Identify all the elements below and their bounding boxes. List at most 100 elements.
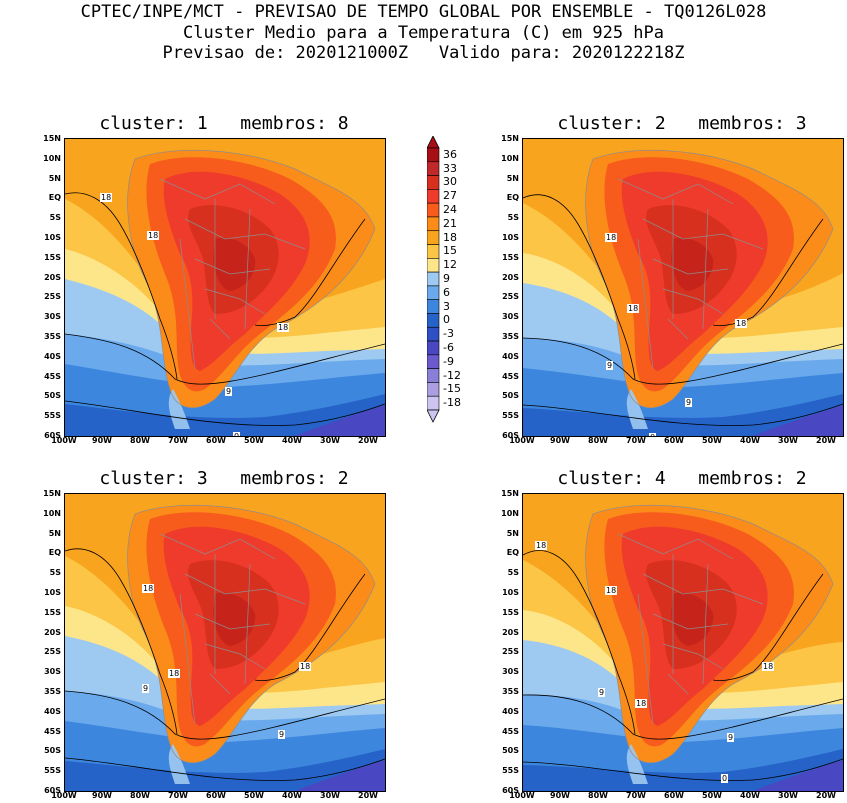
lon-tick-label: 50W bbox=[702, 436, 722, 445]
colorbar-swatch bbox=[426, 340, 440, 356]
lat-tick-label: 50S bbox=[502, 391, 519, 401]
lat-tick-label: 35S bbox=[502, 687, 519, 696]
lat-tick-label: 15S bbox=[502, 252, 519, 262]
lat-tick-label: 15N bbox=[501, 134, 519, 143]
colorbar-label: -12 bbox=[443, 368, 461, 382]
contour-label: 18 bbox=[605, 233, 618, 242]
lon-tick-label: 50W bbox=[244, 436, 264, 445]
contour-label: 18 bbox=[535, 541, 548, 550]
lat-tick-label: 35S bbox=[44, 687, 61, 696]
lat-tick-label: 10S bbox=[502, 588, 519, 597]
lon-tick-label: 60W bbox=[206, 791, 226, 800]
colorbar-label: 36 bbox=[443, 147, 457, 161]
colorbar-label: 15 bbox=[443, 244, 457, 258]
lat-tick-label: 5S bbox=[507, 213, 519, 223]
lon-tick-label: 70W bbox=[168, 791, 188, 800]
colorbar-swatch bbox=[426, 313, 440, 328]
lat-tick-label: 15S bbox=[502, 607, 519, 617]
header-line-1: CPTEC/INPE/MCT - PREVISAO DE TEMPO GLOBA… bbox=[80, 2, 767, 22]
lon-tick-label: 40W bbox=[740, 436, 760, 445]
lat-tick-label: 5N bbox=[48, 173, 61, 183]
lon-tick-label: 60W bbox=[664, 436, 684, 445]
lon-tick-label: 30W bbox=[320, 791, 340, 800]
lat-tick-label: 20S bbox=[502, 272, 519, 282]
lat-tick-label: EQ bbox=[48, 193, 61, 203]
colorbar-swatch bbox=[426, 189, 440, 204]
lat-tick-label: 10N bbox=[501, 508, 519, 518]
header-line-3: Previsao de: 2020121000Z Valido para: 20… bbox=[162, 43, 685, 63]
colorbar-label: 3 bbox=[443, 299, 450, 313]
colorbar-swatch bbox=[426, 258, 440, 273]
lon-tick-label: 90W bbox=[92, 791, 112, 800]
lat-tick-label: 55S bbox=[44, 411, 61, 421]
colorbar-svg bbox=[426, 135, 440, 423]
lat-tick-label: 55S bbox=[502, 766, 519, 776]
lon-tick-label: 70W bbox=[168, 436, 188, 445]
lat-tick-label: 20S bbox=[44, 627, 61, 637]
lat-tick-label: 15N bbox=[43, 489, 61, 498]
lon-tick-label: 20W bbox=[816, 436, 836, 445]
lon-tick-label: 30W bbox=[778, 436, 798, 445]
lat-tick-label: 25S bbox=[502, 292, 519, 302]
lat-tick-label: 35S bbox=[502, 332, 519, 341]
lon-tick-label: 100W bbox=[51, 791, 77, 800]
panel-title-2: cluster: 2 membros: 3 bbox=[557, 113, 807, 134]
lon-tick-label: 70W bbox=[626, 791, 646, 800]
lat-tick-label: 60S bbox=[44, 786, 61, 795]
lat-tick-label: 60S bbox=[502, 786, 519, 795]
lat-tick-label: 5N bbox=[48, 528, 61, 538]
lon-tick-label: 60W bbox=[206, 436, 226, 445]
colorbar-swatch bbox=[426, 244, 440, 259]
lat-tick-label: 30S bbox=[502, 667, 519, 677]
colorbar-label: -9 bbox=[443, 354, 454, 368]
colorbar-swatch bbox=[426, 382, 440, 397]
lon-tick-label: 20W bbox=[816, 791, 836, 800]
colorbar-label: 6 bbox=[443, 285, 450, 299]
lat-tick-label: 30S bbox=[502, 312, 519, 322]
contour-label: 9 bbox=[727, 733, 735, 742]
contour-label: 0 bbox=[233, 432, 241, 436]
colorbar-swatch bbox=[426, 175, 440, 190]
lat-tick-label: 25S bbox=[44, 292, 61, 302]
panel-title-1: cluster: 1 membros: 8 bbox=[99, 113, 349, 134]
lat-tick-label: 40S bbox=[44, 351, 61, 361]
temperature-field bbox=[523, 139, 843, 436]
lat-tick-label: 60S bbox=[44, 431, 61, 440]
lon-tick-label: 90W bbox=[550, 791, 570, 800]
lon-tick-label: 70W bbox=[626, 436, 646, 445]
colorbar-swatch bbox=[426, 285, 440, 300]
lon-tick-label: 80W bbox=[588, 791, 608, 800]
contour-label: 9 bbox=[142, 684, 150, 693]
map-panel-4: 18 18 18 18 9 9 0 bbox=[522, 493, 844, 792]
lat-tick-label: 45S bbox=[502, 726, 519, 736]
contour-label: 18 bbox=[142, 584, 155, 593]
colorbar-swatch bbox=[426, 230, 440, 245]
lat-tick-label: 15S bbox=[44, 607, 61, 617]
lat-tick-label: 50S bbox=[44, 746, 61, 756]
colorbar-swatch bbox=[426, 271, 440, 287]
contour-label: 9 bbox=[606, 361, 614, 370]
colorbar-label: 27 bbox=[443, 189, 457, 203]
lat-tick-label: 20S bbox=[44, 272, 61, 282]
lat-tick-label: 20S bbox=[502, 627, 519, 637]
lat-tick-label: 55S bbox=[44, 766, 61, 776]
colorbar-swatch bbox=[426, 147, 440, 163]
map-panel-1: 18 18 18 9 0 bbox=[64, 138, 386, 437]
map-panel-2: 18 18 18 9 9 0 bbox=[522, 138, 844, 437]
colorbar-label: 12 bbox=[443, 258, 457, 272]
lat-tick-label: 10S bbox=[502, 233, 519, 242]
colorbar: 36 33 30 27 24 21 18 15 12 9 6 3 0 -3 -6 -9 -12 -15 -18 bbox=[426, 135, 487, 436]
lon-tick-label: 80W bbox=[130, 791, 150, 800]
lat-tick-label: 30S bbox=[44, 667, 61, 677]
lon-tick-label: 90W bbox=[550, 436, 570, 445]
contour-label: 18 bbox=[627, 304, 640, 313]
contour-label: 0 bbox=[649, 433, 657, 436]
lat-tick-label: 10S bbox=[44, 233, 61, 242]
lat-tick-label: 40S bbox=[44, 706, 61, 716]
lat-tick-label: 60S bbox=[502, 431, 519, 440]
colorbar-label: 0 bbox=[443, 313, 450, 327]
colorbar-label: 33 bbox=[443, 161, 457, 175]
colorbar-label: 24 bbox=[443, 203, 457, 217]
colorbar-swatch bbox=[426, 299, 440, 314]
colorbar-swatch bbox=[426, 354, 440, 369]
